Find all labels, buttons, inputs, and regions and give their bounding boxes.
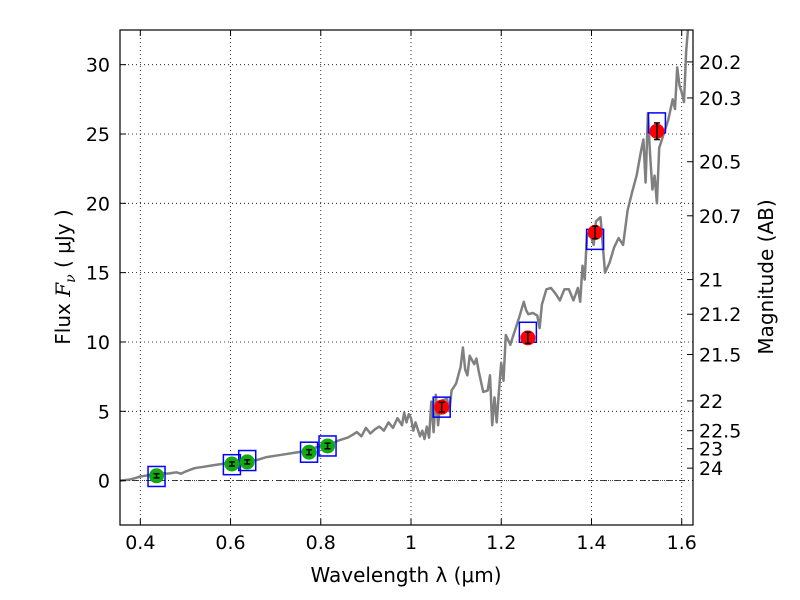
mag-tick-label: 22.5 xyxy=(699,421,741,443)
mag-tick-label: 24 xyxy=(699,458,723,480)
grid xyxy=(120,30,693,525)
x-axis-label: Wavelength λ (μm) xyxy=(310,563,501,587)
model-box-marker xyxy=(147,465,166,488)
data-layer xyxy=(120,30,690,488)
mag-tick-label: 20.3 xyxy=(699,88,741,110)
y-tick-label: 0 xyxy=(98,471,110,493)
x-tick-label: 1.2 xyxy=(486,532,516,554)
mag-tick-label: 20.7 xyxy=(699,206,741,228)
mag-tick-label: 21.5 xyxy=(699,344,741,366)
y-tick-label: 15 xyxy=(86,263,110,285)
x-tick-label: 1.6 xyxy=(667,532,697,554)
mag-tick-label: 21.2 xyxy=(699,304,741,326)
y-axis-label: Flux Fν ( μJy ) xyxy=(51,209,79,344)
model-spectrum-line xyxy=(120,30,690,482)
model-box-marker xyxy=(299,441,319,463)
y-tick-label: 10 xyxy=(86,332,110,354)
mag-tick-label: 20.5 xyxy=(699,152,741,174)
mag-tick-label: 21 xyxy=(699,270,723,292)
ticks: 0.4 0.6 0.8 1 1.2 1.4 1.6 0 5 10 15 20 25 30 20.2 20.3 2… xyxy=(86,30,741,554)
model-box-marker xyxy=(318,435,337,457)
y-tick-label: 30 xyxy=(86,55,110,77)
mag-tick-label: 20.2 xyxy=(699,52,741,74)
y2-axis-label: Magnitude (AB) xyxy=(754,199,778,354)
model-box-marker xyxy=(237,449,257,472)
model-box-marker xyxy=(432,396,451,418)
mag-tick-label: 23 xyxy=(699,439,723,461)
x-tick-label: 0.4 xyxy=(125,532,155,554)
y-tick-label: 5 xyxy=(98,401,110,423)
x-tick-label: 0.6 xyxy=(215,532,245,554)
x-tick-label: 0.8 xyxy=(306,532,336,554)
x-tick-label: 1.4 xyxy=(576,532,606,554)
plot-frame xyxy=(119,29,694,526)
series-group xyxy=(120,30,690,488)
y-tick-label: 20 xyxy=(86,193,110,215)
mag-tick-label: 22 xyxy=(699,391,723,413)
y-tick-label: 25 xyxy=(86,124,110,146)
x-tick-label: 1 xyxy=(405,532,417,554)
